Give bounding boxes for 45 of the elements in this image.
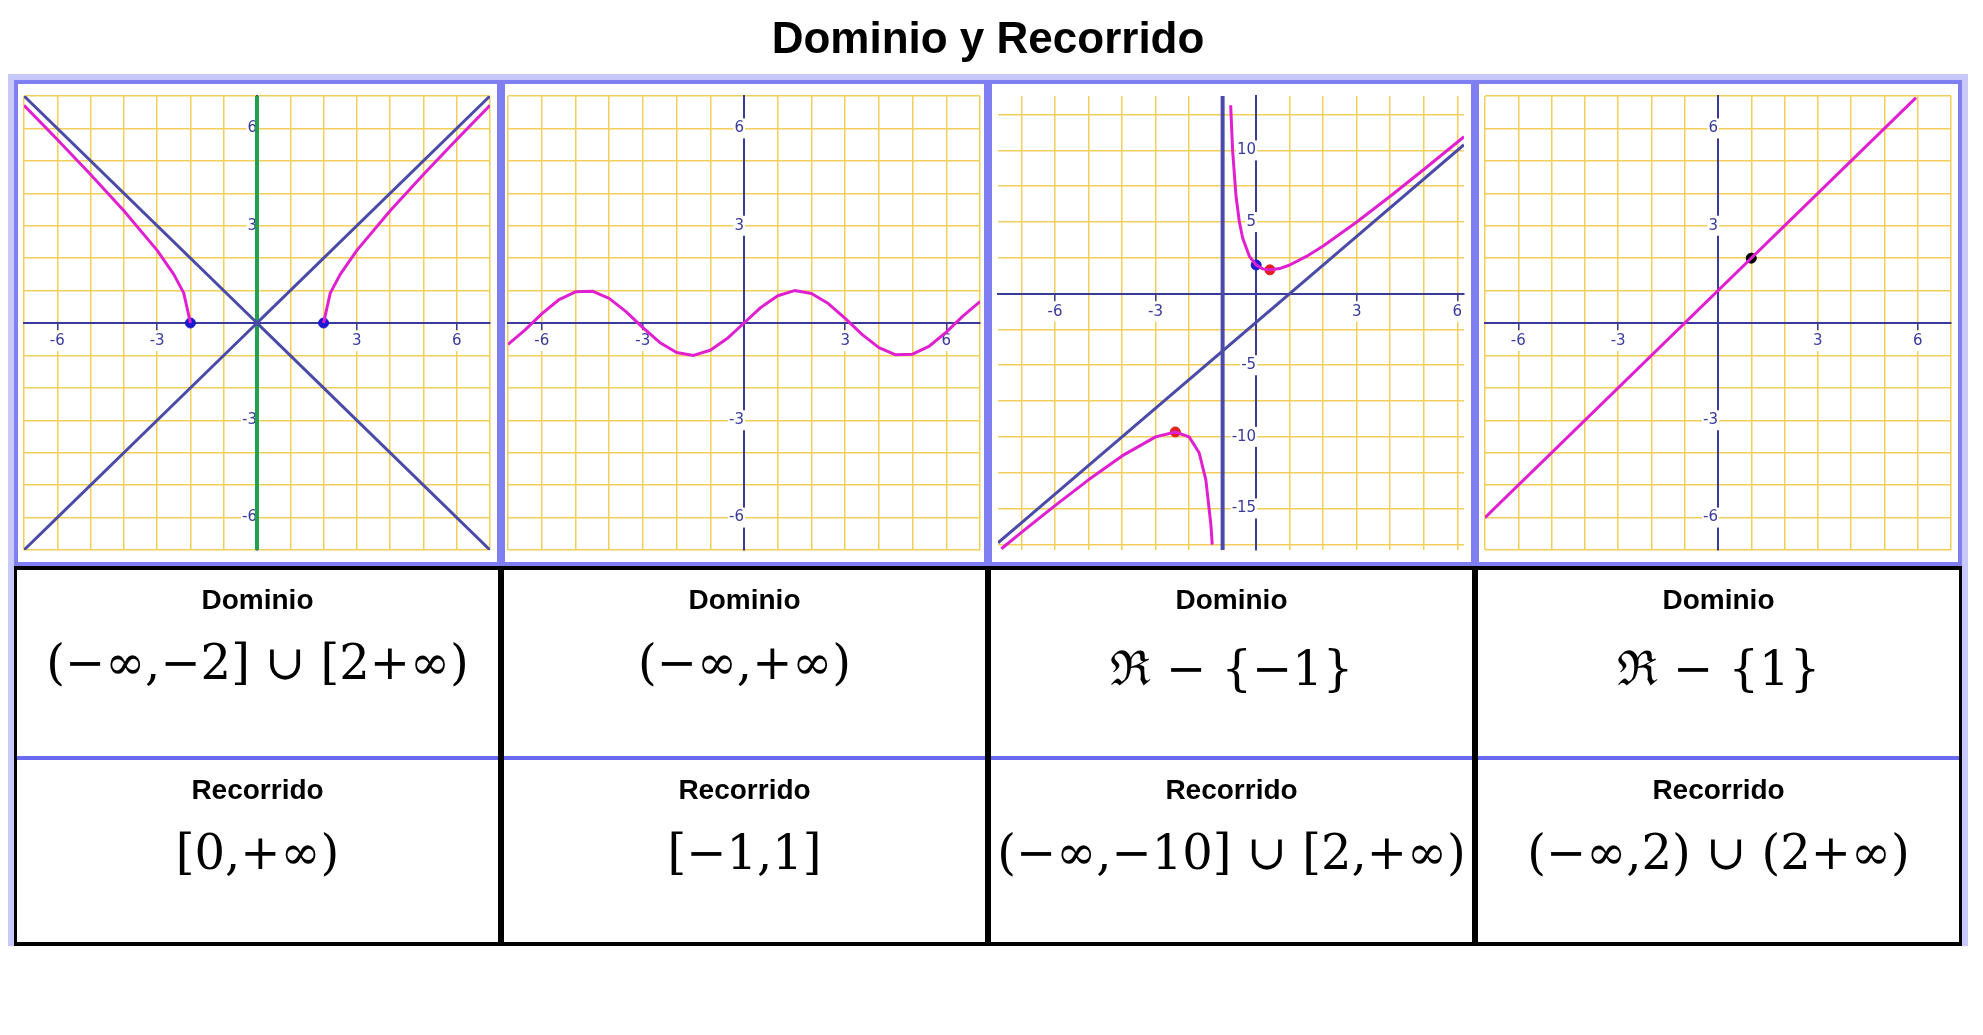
x-tick-label: 6 <box>1452 301 1463 320</box>
text: (−∞,−2] ∪ [2+∞) <box>45 634 470 690</box>
text: Recorrido <box>1651 774 1786 806</box>
x-tick-label: -6 <box>1510 330 1526 349</box>
x-tick-label: -3 <box>149 330 165 349</box>
text: (−∞,+∞) <box>636 634 853 690</box>
x-tick-label: -6 <box>1047 301 1063 320</box>
text: Dominio <box>200 584 315 616</box>
x-tick-label: 3 <box>840 330 850 349</box>
y-tick-label: 3 <box>734 215 744 234</box>
x-tick-label: 6 <box>1912 330 1923 349</box>
y-tick-label: -5 <box>1241 355 1257 374</box>
text: Dominio <box>1661 584 1776 616</box>
y-tick-label: -10 <box>1231 426 1257 445</box>
text: [−1,1] <box>666 824 823 880</box>
y-tick-label: -3 <box>1703 410 1718 429</box>
x-tick-label: -3 <box>635 330 651 349</box>
y-tick-label: 10 <box>1237 140 1257 159</box>
x-tick-label: -3 <box>1148 301 1164 320</box>
text: (−∞,−10] ∪ [2,+∞) <box>996 824 1467 880</box>
x-tick-label: 6 <box>451 330 462 349</box>
y-tick-label: -6 <box>729 507 744 526</box>
text: Recorrido <box>677 774 812 806</box>
y-tick-label: 6 <box>1708 118 1718 137</box>
x-tick-label: 3 <box>352 330 362 349</box>
y-tick-label: 3 <box>1708 215 1718 234</box>
x-tick-label: 3 <box>1351 301 1362 320</box>
y-tick-label: 5 <box>1246 211 1257 230</box>
text: Dominio y Recorrido <box>771 12 1205 64</box>
text: ℜ − {1} <box>1615 639 1822 698</box>
x-tick-label: -6 <box>534 330 550 349</box>
text: Recorrido <box>190 774 325 806</box>
text: ℜ − {−1} <box>1108 639 1355 698</box>
text: Dominio <box>687 584 802 616</box>
y-tick-label: 6 <box>734 118 744 137</box>
text: Dominio <box>1174 584 1289 616</box>
x-tick-label: 3 <box>1813 330 1823 349</box>
text: (−∞,2) ∪ (2+∞) <box>1526 824 1911 880</box>
y-tick-label: -15 <box>1231 498 1257 517</box>
x-tick-label: -3 <box>1610 330 1626 349</box>
text: [0,+∞) <box>174 824 341 880</box>
text: Recorrido <box>1164 774 1299 806</box>
y-tick-label: -3 <box>729 410 744 429</box>
x-tick-label: -6 <box>49 330 65 349</box>
y-tick-label: -6 <box>1703 507 1718 526</box>
